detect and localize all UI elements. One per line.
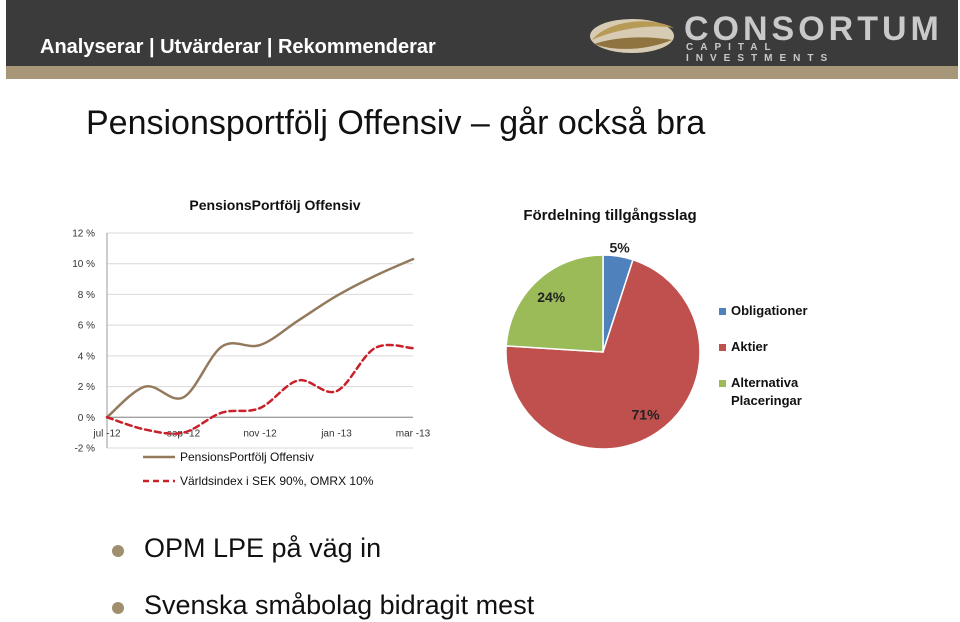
x-tick-label: jul -12: [92, 428, 121, 439]
header-accent-strip: [6, 66, 958, 79]
y-tick-label: 8 %: [78, 290, 95, 301]
series-line-2: [105, 343, 415, 435]
legend-label: Alternativa: [731, 375, 799, 390]
y-tick-label: 12 %: [72, 229, 95, 240]
bullet-dot-icon: [112, 602, 124, 614]
pie-slice: [505, 254, 604, 353]
y-tick-label: 2 %: [78, 382, 95, 393]
pie-chart: Fördelning tillgångsslag 5% 71% 24% Obliga…: [505, 207, 808, 450]
x-tick-label: mar -13: [396, 428, 431, 439]
x-tick-label: nov -12: [243, 428, 277, 439]
pie-slice: [505, 258, 701, 450]
y-tick-label: 4 %: [78, 351, 95, 362]
header-tagline: Analyserar | Utvärderar | Rekommenderar: [40, 36, 436, 58]
pie-chart-title: Fördelning tillgångsslag: [523, 207, 696, 224]
x-tick-label: jan -13: [320, 428, 352, 439]
line-chart-title: PensionsPortfölj Offensiv: [189, 197, 360, 213]
slice-label: 71%: [632, 407, 661, 423]
legend-label: Obligationer: [731, 303, 808, 318]
header-bar: [6, 0, 958, 66]
logo-subtitle: CAPITAL INVESTMENTS: [686, 42, 835, 64]
legend-swatch: [719, 380, 726, 387]
y-tick-label: -2 %: [74, 444, 95, 455]
x-tick-label: sep -12: [167, 428, 201, 439]
y-tick-label: 0 %: [78, 413, 95, 424]
logo-swoosh-icon: [590, 19, 674, 53]
legend-label: Världsindex i SEK 90%, OMRX 10%: [180, 474, 374, 488]
legend-swatch: [719, 344, 726, 351]
y-tick-label: 6 %: [78, 321, 95, 332]
bullet-dot-icon: [112, 545, 124, 557]
slide-title: Pensionsportfölj Offensiv – går också br…: [86, 104, 706, 142]
series-line-1: [105, 257, 415, 419]
legend-label: Aktier: [731, 339, 768, 354]
y-tick-label: 10 %: [72, 259, 95, 270]
consortum-logo: CONSORTUM CAPITAL INVESTMENTS: [588, 10, 939, 64]
legend-label: Placeringar: [731, 393, 802, 408]
line-chart: PensionsPortfölj Offensiv -2 % 0 % 2 % 4 % 6…: [72, 197, 431, 488]
logo-name: CONSORTUM: [684, 10, 943, 48]
legend-swatch: [719, 308, 726, 315]
slice-label: 24%: [537, 289, 566, 305]
bullet-text: Svenska småbolag bidragit mest: [144, 590, 535, 620]
bullet-text: OPM LPE på väg in: [144, 533, 382, 563]
slice-label: 5%: [609, 239, 630, 255]
legend-label: PensionsPortfölj Offensiv: [180, 450, 314, 464]
